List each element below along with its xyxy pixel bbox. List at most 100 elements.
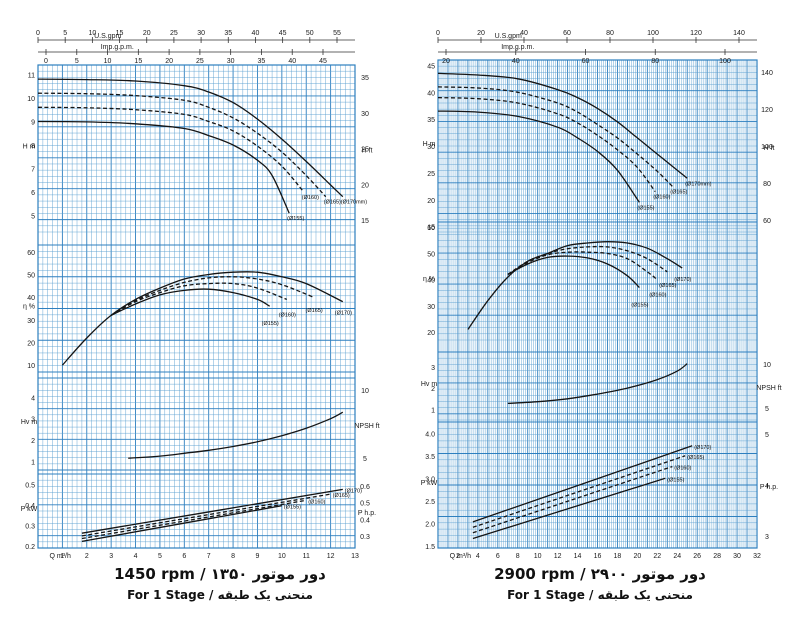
right-tick-label: 3 xyxy=(765,534,769,541)
series-label-head-3: (Ø155) xyxy=(637,205,654,211)
q-tick-label: 18 xyxy=(614,553,622,560)
left-tick-label: 40 xyxy=(427,278,435,285)
q-axis-label: Q m³/h xyxy=(49,553,70,560)
imp-tick-label: 40 xyxy=(512,58,520,65)
left-tick-label: 30 xyxy=(427,304,435,311)
left-tick-label: 15 xyxy=(427,225,435,232)
series-label-head-1: (Ø165) xyxy=(324,200,341,206)
left-caption: 1450 rpm / ۱۳۵۰ دور موتور For 1 Stage / … xyxy=(70,565,370,602)
right-tick-label: 0.5 xyxy=(360,501,370,508)
panel-eff: 10 20 30 40 50 60 η % (Ø170) (Ø165) (Ø160)(Ø155) xyxy=(23,250,352,370)
series-power-3 xyxy=(81,505,282,543)
usgpm-tick-label: 5 xyxy=(63,30,67,37)
series-eff-3 xyxy=(507,255,640,289)
series-label-head-0: (Ø170mm) xyxy=(341,200,367,206)
left-tick-label: 20 xyxy=(27,341,35,348)
series-label-power-2: (Ø160) xyxy=(308,499,325,505)
right-caption: 2900 rpm / ۲۹۰۰ دور موتور For 1 Stage / … xyxy=(450,565,750,602)
imp-tick-label: 80 xyxy=(651,58,659,65)
usgpm-tick-label: 140 xyxy=(733,30,745,37)
left-tick-label: 60 xyxy=(427,225,435,232)
left-tick-label: 1.5 xyxy=(425,544,435,551)
series-label-eff-0: (Ø170) xyxy=(335,311,352,317)
series-label-eff-1: (Ø165) xyxy=(659,283,676,289)
right-tick-label: 30 xyxy=(361,111,369,118)
series-eff-3 xyxy=(110,288,271,316)
series-eff-2 xyxy=(507,251,658,281)
imp-tick-label: 35 xyxy=(258,58,266,65)
right-caption-stage: For 1 Stage / منحنی یک طبقه xyxy=(507,588,693,602)
left-tick-label: 0.4 xyxy=(25,503,35,510)
usgpm-tick-label: 35 xyxy=(224,30,232,37)
series-label-power-1: (Ø165) xyxy=(687,455,704,461)
left-axis-label: η % xyxy=(23,304,35,311)
q-tick-label: 22 xyxy=(653,553,661,560)
usgpm-tick-label: 20 xyxy=(143,30,151,37)
right-tick-label: 15 xyxy=(361,218,369,225)
q-tick-label: 1 xyxy=(60,553,64,560)
series-head-1 xyxy=(437,86,673,187)
q-tick-label: 24 xyxy=(673,553,681,560)
right-axis-label: P h.p. xyxy=(760,484,778,491)
right-axis-label: P h.p. xyxy=(358,510,376,517)
series-npsh-0 xyxy=(128,411,344,459)
series-power-3 xyxy=(472,477,666,540)
left-tick-label: 50 xyxy=(27,272,35,279)
series-label-head-1: (Ø165) xyxy=(670,189,687,195)
left-axis-label: P kW xyxy=(21,506,38,513)
series-label-eff-2: (Ø160) xyxy=(649,293,666,299)
usgpm-axis-label: U.S.gpm xyxy=(495,33,522,40)
usgpm-tick-label: 80 xyxy=(606,30,614,37)
plot-frame xyxy=(437,59,758,549)
left-tick-label: 0.3 xyxy=(25,523,35,530)
series-power-0 xyxy=(81,488,343,534)
left-axis-label: Hv m xyxy=(421,381,438,388)
series-eff-0 xyxy=(61,271,344,366)
series-power-2 xyxy=(472,465,673,534)
left-tick-label: 1 xyxy=(431,407,435,414)
q-tick-label: 26 xyxy=(693,553,701,560)
series-head-2 xyxy=(437,96,656,193)
right-tick-label: 120 xyxy=(761,107,773,114)
series-head-0 xyxy=(437,72,688,179)
series-eff-1 xyxy=(110,276,314,316)
series-label-head-2: (Ø160) xyxy=(302,195,319,201)
left-tick-label: 3 xyxy=(431,365,435,372)
left-tick-label: 3.5 xyxy=(425,454,435,461)
left-tick-label: 3 xyxy=(31,417,35,424)
q-tick-label: 12 xyxy=(554,553,562,560)
series-head-3 xyxy=(437,110,640,203)
series-eff-1 xyxy=(507,245,668,275)
imp-tick-label: 100 xyxy=(719,58,731,65)
left-tick-label: 0.2 xyxy=(25,544,35,551)
q-tick-label: 13 xyxy=(351,553,359,560)
usgpm-tick-label: 100 xyxy=(647,30,659,37)
series-eff-2 xyxy=(110,282,287,316)
q-tick-label: 8 xyxy=(516,553,520,560)
usgpm-tick-label: 50 xyxy=(306,30,314,37)
imp-tick-label: 60 xyxy=(582,58,590,65)
right-tick-label: 5 xyxy=(363,456,367,463)
series-label-eff-3: (Ø155) xyxy=(631,303,648,309)
usgpm-tick-label: 120 xyxy=(690,30,702,37)
left-tick-label: 40 xyxy=(427,90,435,97)
series-label-eff-0: (Ø170) xyxy=(674,277,691,283)
series-label-power-2: (Ø160) xyxy=(674,466,691,472)
right-tick-label: 4 xyxy=(765,483,769,490)
q-tick-label: 8 xyxy=(231,553,235,560)
imp-tick-label: 10 xyxy=(104,58,112,65)
q-tick-label: 6 xyxy=(496,553,500,560)
series-power-0 xyxy=(472,445,693,523)
panel-eff: 20 30 40 50 60 η % (Ø170)(Ø165) (Ø160)(Ø155) xyxy=(423,225,692,337)
q-tick-label: 2 xyxy=(85,553,89,560)
right-tick-label: 10 xyxy=(763,362,771,369)
left-tick-label: 7 xyxy=(31,166,35,173)
panel-npsh: 1 2 3 4 Hv m 5 10 NPSH ft xyxy=(21,388,380,466)
left-tick-label: 8 xyxy=(31,143,35,150)
series-label-head-0: (Ø170mm) xyxy=(685,181,711,187)
left-tick-label: 45 xyxy=(427,63,435,70)
right-axis-label: H ft xyxy=(362,148,373,155)
left-tick-label: 30 xyxy=(27,318,35,325)
usgpm-tick-label: 15 xyxy=(116,30,124,37)
